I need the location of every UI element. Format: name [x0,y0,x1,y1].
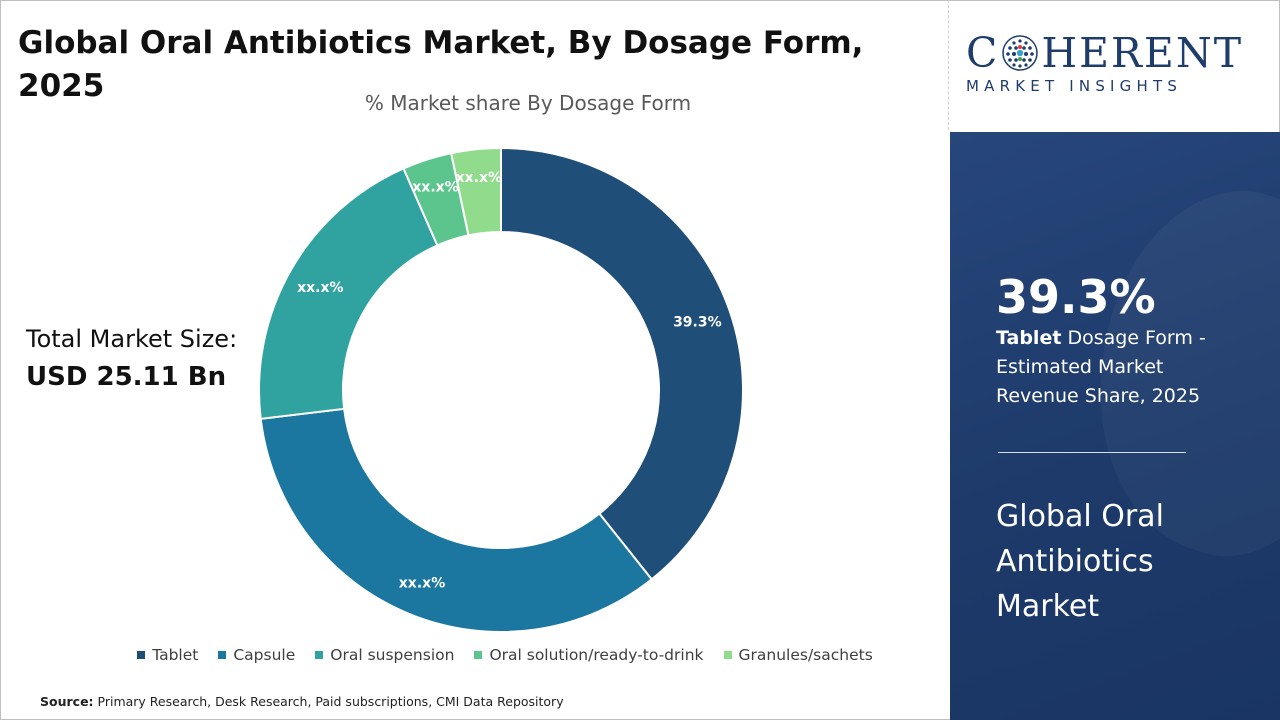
source-label: Source: [40,694,94,709]
slice-data-label: xx.x% [456,170,502,186]
legend-label: Oral solution/ready-to-drink [489,646,704,664]
donut-slice-capsule [259,407,654,633]
globe-dots-icon [1002,35,1039,71]
legend-label: Granules/sachets [738,646,873,664]
chart-legend: Tablet Capsule Oral suspension Oral solutio… [0,646,1010,664]
legend-label: Oral suspension [330,646,455,664]
slice-data-label: xx.x% [399,575,445,591]
legend-swatch [723,651,732,659]
logo-tagline: MARKET INSIGHTS [966,77,1183,95]
kpi-value: 39.3% [996,270,1156,324]
total-market-label: Total Market Size: [26,325,238,353]
panel-market-name: Global Oral Antibiotics Market [996,499,1164,624]
legend-item: Capsule [218,646,295,664]
chart-subtitle: % Market share By Dosage Form [364,91,692,115]
legend-label: Tablet [152,646,199,664]
source-text: Primary Research, Desk Research, Paid su… [97,694,564,709]
company-logo: C HERENT MARKET INSIGHTS [966,30,1266,105]
legend-swatch [137,651,146,659]
logo-letters-herent: HERENT [1041,29,1244,77]
kpi-text: Dosage Form - Estimated Market Revenue S… [996,327,1206,407]
header-divider [948,0,949,130]
legend-swatch [315,651,324,659]
total-market-value: USD 25.11 Bn [26,362,227,392]
legend-label: Capsule [233,646,296,664]
legend-swatch [218,651,227,659]
source-note: Source: Primary Research, Desk Research,… [40,694,564,709]
slice-data-label: 39.3% [673,314,722,330]
donut-slice-tablet [500,146,744,581]
legend-item: Oral solution/ready-to-drink [474,646,704,664]
legend-item: Tablet [137,646,198,664]
kpi-segment: Tablet [996,327,1062,349]
donut-slice-oral-suspension [258,167,439,420]
legend-swatch [474,651,483,659]
page-title: Global Oral Antibiotics Market, By Dosag… [18,25,864,104]
logo-letter-c: C [966,29,1000,77]
kpi-description: Tablet Dosage Form - Estimated Market Re… [996,324,1246,411]
donut-chart: 39.3%xx.x%xx.x%xx.x%xx.x% [258,146,744,633]
panel-divider [998,452,1186,453]
highlight-panel: 39.3% Tablet Dosage Form - Estimated Mar… [950,132,1280,720]
logo-wordmark: C HERENT [966,30,1266,76]
donut-slice-granules-sachets [449,146,502,237]
legend-item: Granules/sachets [723,646,873,664]
slice-data-label: xx.x% [412,179,458,195]
slice-data-label: xx.x% [297,280,343,296]
legend-item: Oral suspension [315,646,454,664]
